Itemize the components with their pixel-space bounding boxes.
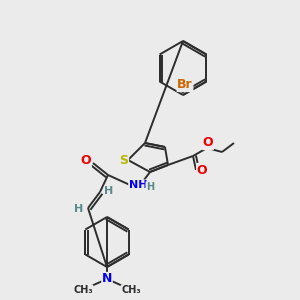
Text: H: H: [146, 182, 154, 192]
Text: S: S: [119, 154, 128, 166]
Text: CH₃: CH₃: [121, 285, 141, 295]
Text: NH: NH: [129, 180, 147, 190]
Text: CH₃: CH₃: [73, 285, 93, 295]
Text: H: H: [104, 186, 114, 196]
Text: N: N: [102, 272, 112, 286]
Text: Br: Br: [177, 79, 193, 92]
Text: H: H: [74, 204, 84, 214]
Text: O: O: [203, 136, 213, 149]
Text: O: O: [81, 154, 91, 167]
Text: O: O: [197, 164, 207, 176]
